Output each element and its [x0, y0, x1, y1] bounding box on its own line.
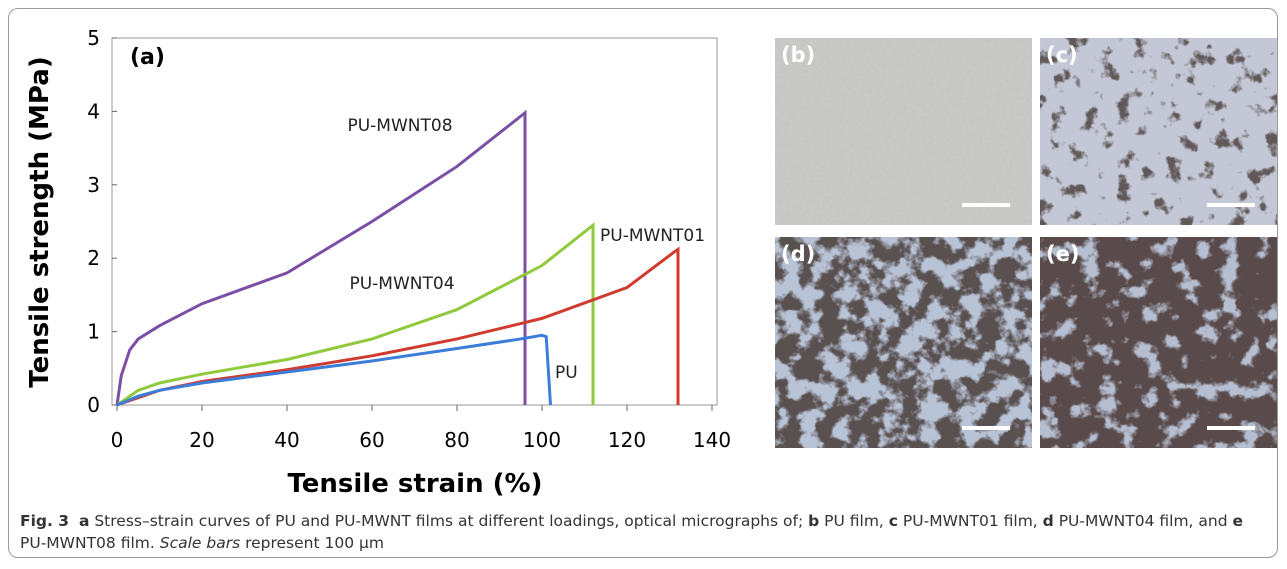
- caption-text: PU-MWNT04 film, and: [1054, 512, 1233, 530]
- panel-label: (a): [130, 45, 165, 70]
- caption-text: Stress–strain curves of PU and PU-MWNT f…: [89, 512, 808, 530]
- caption-text: e: [1233, 512, 1244, 530]
- x-tick-label: 140: [693, 428, 731, 452]
- caption-text: Fig. 3: [20, 512, 69, 530]
- micrograph-label: (c): [1046, 43, 1078, 67]
- y-tick-label: 0: [87, 393, 100, 417]
- series-label: PU: [555, 363, 578, 383]
- x-tick-label: 0: [111, 428, 124, 452]
- y-axis-title: Tensile strength (MPa): [25, 56, 55, 387]
- x-tick-label: 100: [523, 428, 561, 452]
- y-tick-label: 5: [87, 26, 100, 50]
- micrograph-texture: [775, 237, 1032, 448]
- x-tick-label: 80: [444, 428, 469, 452]
- plot-area: [112, 38, 717, 405]
- x-tick-label: 120: [608, 428, 646, 452]
- caption: Fig. 3 a Stress–strain curves of PU and …: [20, 510, 1260, 554]
- y-tick-label: 2: [87, 246, 100, 270]
- caption-text: PU-MWNT01 film,: [898, 512, 1043, 530]
- series-label: PU-MWNT04: [349, 274, 454, 294]
- micrograph-label: (d): [781, 242, 815, 266]
- series-line: [117, 225, 593, 405]
- caption-text: b: [808, 512, 819, 530]
- x-tick-label: 20: [189, 428, 214, 452]
- x-tick-label: 60: [359, 428, 384, 452]
- series-line: [117, 113, 525, 405]
- micrograph-label: (e): [1046, 242, 1079, 266]
- figure: 0 1 2 3 4 5 0 20 40 60 80 100 120 140 Tensile strain (…: [0, 0, 1287, 505]
- caption-text: c: [889, 512, 898, 530]
- caption-text: d: [1043, 512, 1054, 530]
- series-line: [117, 335, 551, 405]
- micrograph-texture: [1040, 237, 1277, 448]
- micrograph-label: (b): [781, 43, 815, 67]
- caption-text: Scale bars: [160, 534, 240, 552]
- series-label: PU-MWNT08: [347, 116, 452, 136]
- caption-text: represent 100 µm: [240, 534, 384, 552]
- caption-text: [69, 512, 79, 530]
- y-tick-label: 4: [87, 99, 100, 123]
- caption-text: a: [79, 512, 89, 530]
- y-tick-label: 3: [87, 173, 100, 197]
- x-tick-label: 40: [274, 428, 299, 452]
- y-tick-label: 1: [87, 320, 100, 344]
- page: 0 1 2 3 4 5 0 20 40 60 80 100 120 140 Tensile strain (…: [0, 0, 1287, 569]
- series-label: PU-MWNT01: [600, 226, 705, 246]
- x-axis-title: Tensile strain (%): [288, 469, 543, 499]
- caption-text: PU film,: [819, 512, 889, 530]
